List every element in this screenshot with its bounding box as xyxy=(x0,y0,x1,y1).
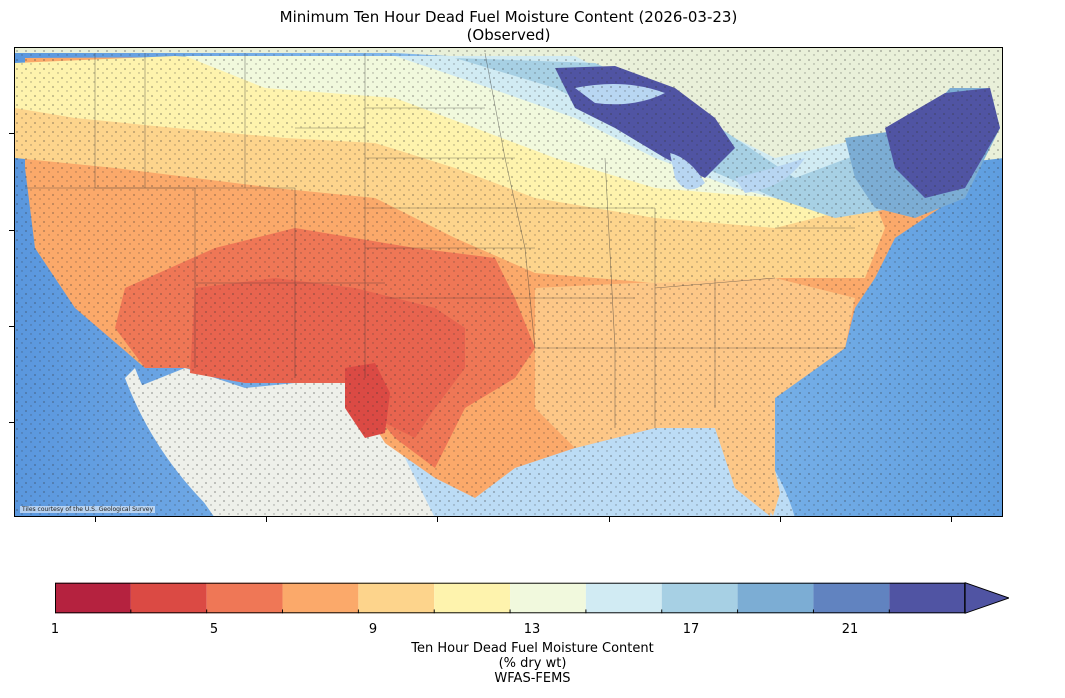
map-canvas xyxy=(15,48,1002,516)
colorbar-tick-label: 21 xyxy=(841,622,859,637)
colorbar-label-line-1: Ten Hour Dead Fuel Moisture Content xyxy=(411,641,654,656)
y-axis-tick xyxy=(9,422,14,423)
colorbar-bin-15 xyxy=(585,582,662,614)
chart-title: Minimum Ten Hour Dead Fuel Moisture Cont… xyxy=(0,8,1017,44)
title-line-2: (Observed) xyxy=(466,26,551,44)
colorbar-label: Ten Hour Dead Fuel Moisture Content (% d… xyxy=(0,641,1065,686)
colorbar-bin-19 xyxy=(737,582,814,614)
x-axis-tick xyxy=(609,517,610,522)
colorbar-bin-23 xyxy=(889,582,966,614)
colorbar xyxy=(55,582,1009,614)
x-axis-tick xyxy=(780,517,781,522)
tile-attribution: Tiles courtesy of the U.S. Geological Su… xyxy=(20,506,156,513)
x-axis-tick xyxy=(951,517,952,522)
colorbar-bin-17 xyxy=(661,582,738,614)
state-boundaries xyxy=(25,52,855,428)
colorbar-bin-21 xyxy=(813,582,890,614)
colorbar-tick-label: 13 xyxy=(523,622,541,637)
colorbar-tick-label: 9 xyxy=(368,622,378,637)
colorbar-tick-label: 1 xyxy=(50,622,60,637)
x-axis-tick xyxy=(266,517,267,522)
colorbar-extend-arrow xyxy=(964,582,1009,614)
colorbar-bin-9 xyxy=(358,582,435,614)
y-axis-tick xyxy=(9,133,14,134)
colorbar-tick-label: 17 xyxy=(682,622,700,637)
x-axis-tick xyxy=(437,517,438,522)
weather-stations-overlay xyxy=(15,48,1002,516)
colorbar-tick-label: 5 xyxy=(209,622,219,637)
colorbar-label-line-3: WFAS-FEMS xyxy=(494,671,571,686)
map-panel: Tiles courtesy of the U.S. Geological Su… xyxy=(14,47,1003,517)
title-line-1: Minimum Ten Hour Dead Fuel Moisture Cont… xyxy=(279,8,738,26)
colorbar-bin-5 xyxy=(206,582,283,614)
colorbar-label-line-2: (% dry wt) xyxy=(498,656,567,671)
colorbar-bin-13 xyxy=(510,582,586,614)
y-axis-tick xyxy=(9,326,14,327)
colorbar-tick-labels: 1 5 9 13 17 21 xyxy=(0,622,1065,638)
x-axis-tick xyxy=(95,517,96,522)
colorbar-bin-7 xyxy=(282,582,359,614)
colorbar-bin-1 xyxy=(55,582,131,614)
colorbar-bin-11 xyxy=(434,582,511,614)
y-axis-tick xyxy=(9,230,14,231)
colorbar-bin-3 xyxy=(130,582,207,614)
